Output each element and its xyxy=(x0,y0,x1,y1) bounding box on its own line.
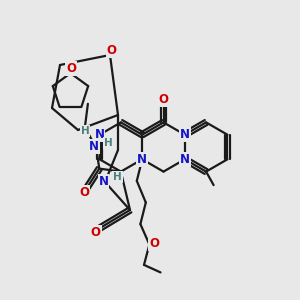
Text: O: O xyxy=(149,237,159,250)
Text: H: H xyxy=(81,126,90,136)
Text: N: N xyxy=(180,153,190,166)
Text: N: N xyxy=(94,128,105,141)
Text: O: O xyxy=(66,62,76,75)
Text: N: N xyxy=(98,175,109,188)
Text: O: O xyxy=(107,44,117,57)
Text: N: N xyxy=(89,140,99,153)
Text: O: O xyxy=(79,185,89,199)
Text: H: H xyxy=(113,172,122,182)
Text: O: O xyxy=(158,93,169,106)
Text: N: N xyxy=(137,153,147,166)
Text: H: H xyxy=(104,138,113,148)
Text: N: N xyxy=(180,128,190,141)
Text: O: O xyxy=(91,226,101,239)
